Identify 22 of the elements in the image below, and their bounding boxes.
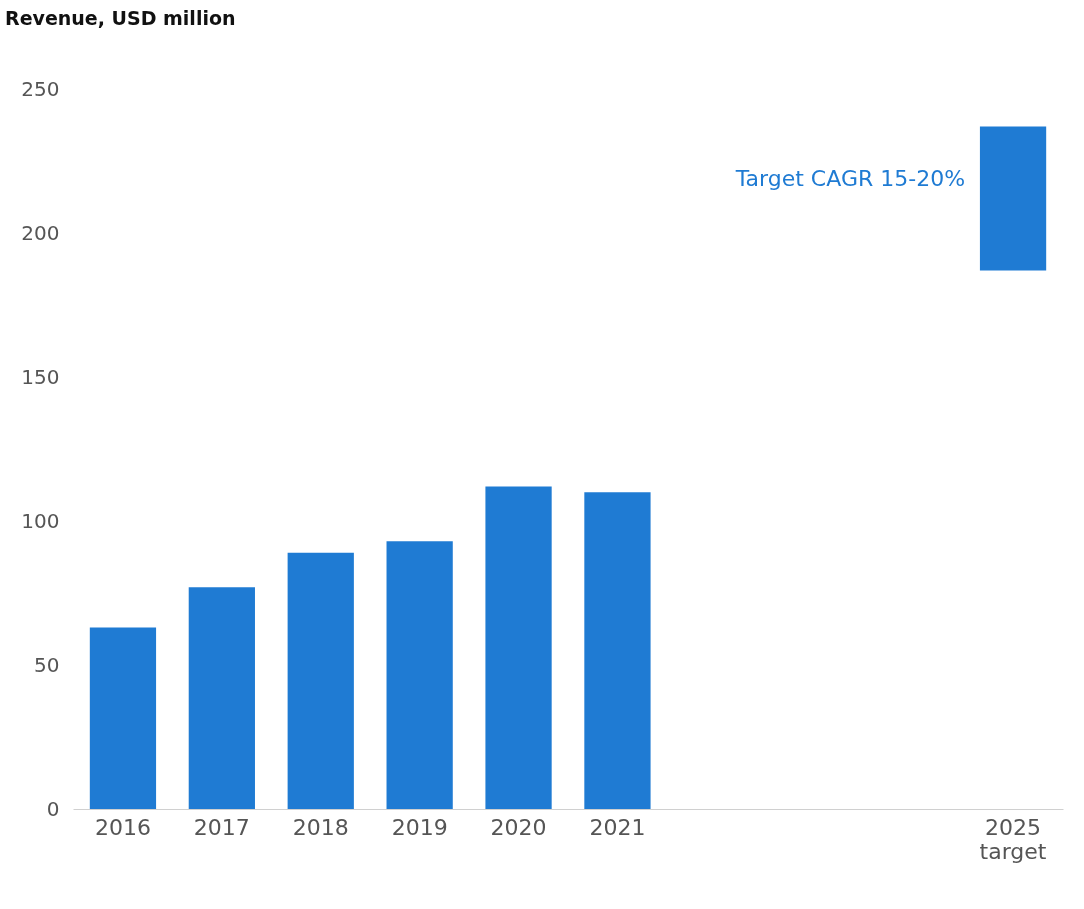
chart-title: Revenue, USD million — [5, 7, 236, 29]
y-tick-label: 0 — [46, 796, 60, 821]
x-tick-label: 2016 — [94, 814, 151, 840]
y-tick-label: 100 — [21, 508, 60, 533]
bar — [584, 492, 651, 809]
annotation: Target CAGR 15-20% — [734, 166, 966, 191]
x-tick-label: 2021 — [589, 814, 646, 840]
y-tick-label: 150 — [21, 364, 60, 389]
bar — [386, 541, 453, 809]
bar — [188, 587, 255, 809]
y-tick-label: 200 — [21, 220, 60, 245]
x-tick-label: 2025 target — [979, 814, 1047, 864]
bar — [89, 627, 157, 809]
x-tick-label: 2017 — [193, 814, 250, 840]
x-tick-label: 2019 — [391, 814, 448, 840]
x-tick-label: 2018 — [292, 814, 349, 840]
y-tick-label: 250 — [21, 76, 60, 101]
x-tick-label: 2020 — [490, 814, 547, 840]
bar — [287, 552, 354, 809]
y-tick-label: 50 — [34, 652, 60, 677]
bar — [485, 486, 552, 809]
bar — [979, 126, 1047, 271]
